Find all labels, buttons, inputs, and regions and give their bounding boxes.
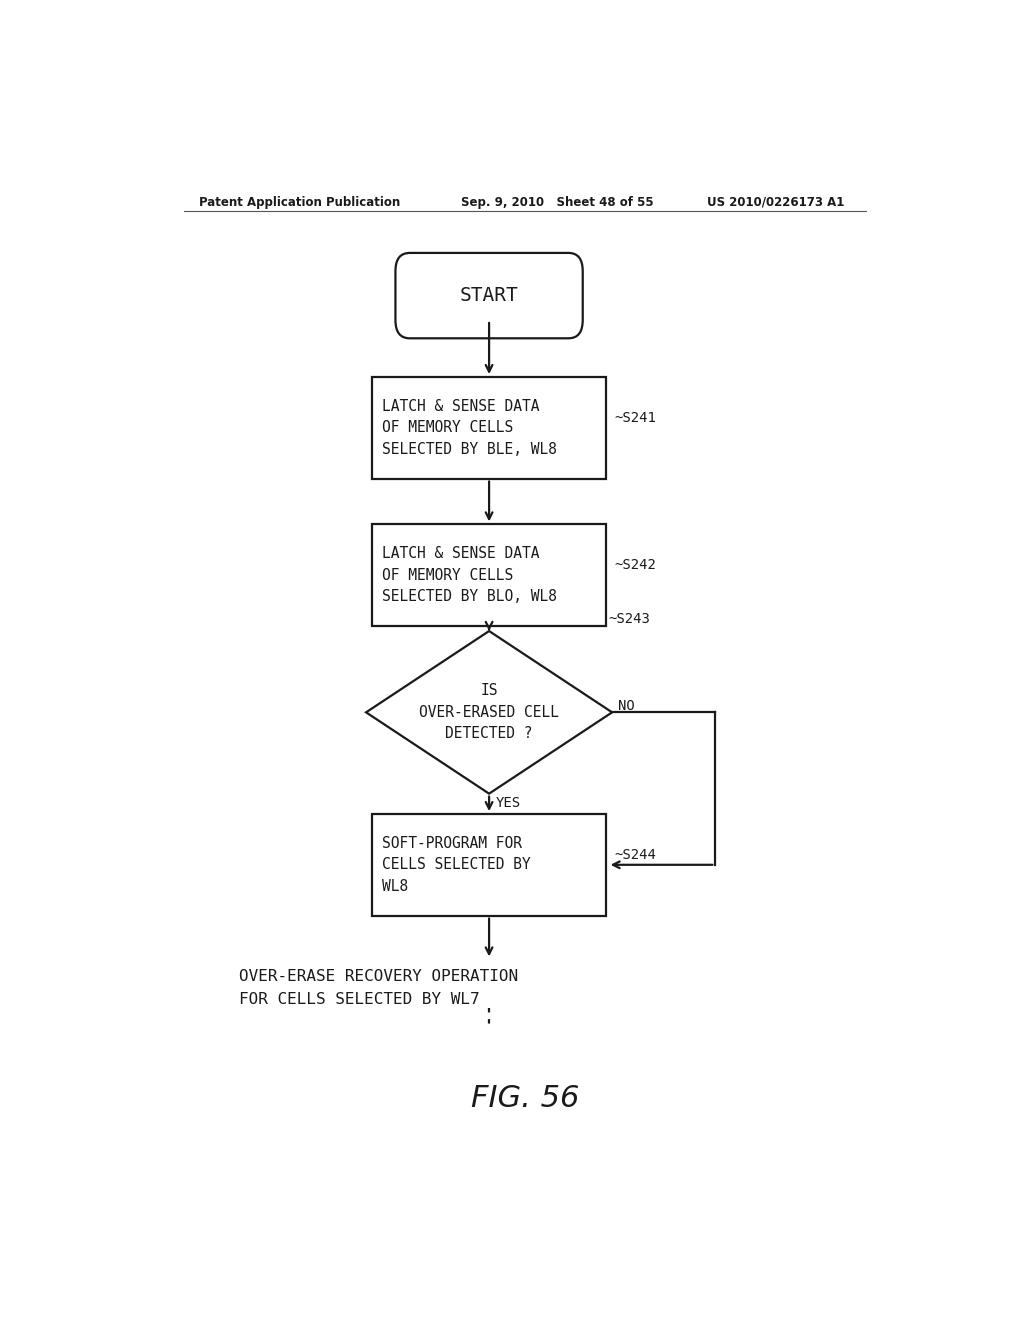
Text: ~S244: ~S244 <box>614 847 656 862</box>
Text: ~S242: ~S242 <box>614 558 656 572</box>
Text: Patent Application Publication: Patent Application Publication <box>200 195 400 209</box>
Text: SOFT-PROGRAM FOR
CELLS SELECTED BY
WL8: SOFT-PROGRAM FOR CELLS SELECTED BY WL8 <box>382 836 530 894</box>
Text: IS
OVER-ERASED CELL
DETECTED ?: IS OVER-ERASED CELL DETECTED ? <box>419 684 559 742</box>
Text: LATCH & SENSE DATA
OF MEMORY CELLS
SELECTED BY BLO, WL8: LATCH & SENSE DATA OF MEMORY CELLS SELEC… <box>382 546 557 605</box>
Bar <box>372 524 606 626</box>
Text: OVER-ERASE RECOVERY OPERATION: OVER-ERASE RECOVERY OPERATION <box>240 969 518 985</box>
Text: NO: NO <box>618 700 635 713</box>
Text: ~S241: ~S241 <box>614 411 656 425</box>
Text: Sep. 9, 2010   Sheet 48 of 55: Sep. 9, 2010 Sheet 48 of 55 <box>461 195 654 209</box>
Text: FIG. 56: FIG. 56 <box>471 1084 579 1113</box>
FancyBboxPatch shape <box>395 253 583 338</box>
Text: ~S243: ~S243 <box>608 612 650 626</box>
Text: US 2010/0226173 A1: US 2010/0226173 A1 <box>708 195 845 209</box>
Polygon shape <box>367 631 612 793</box>
Text: START: START <box>460 286 518 305</box>
Bar <box>372 378 606 479</box>
Bar <box>372 814 606 916</box>
Text: FOR CELLS SELECTED BY WL7: FOR CELLS SELECTED BY WL7 <box>240 993 479 1007</box>
Text: LATCH & SENSE DATA
OF MEMORY CELLS
SELECTED BY BLE, WL8: LATCH & SENSE DATA OF MEMORY CELLS SELEC… <box>382 399 557 457</box>
Text: YES: YES <box>496 796 520 809</box>
